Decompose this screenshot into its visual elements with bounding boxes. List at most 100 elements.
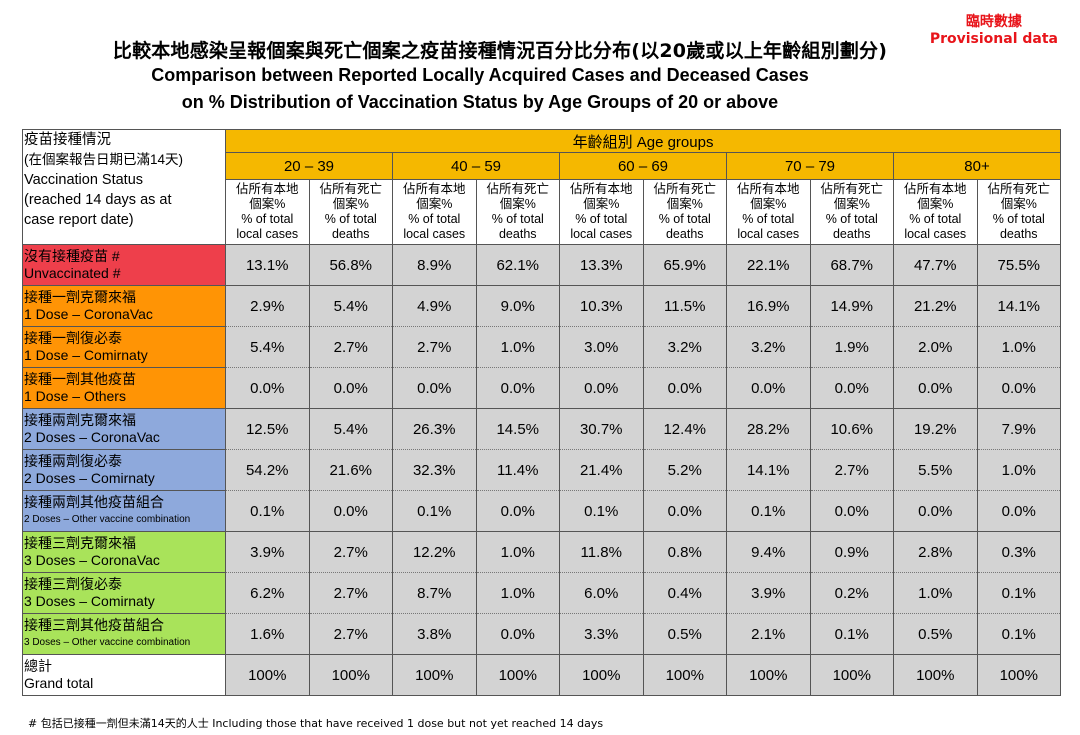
value-cell: 9.0% — [475, 285, 560, 327]
subheader-local-cases: 佔所有本地 個案%% of total local cases — [893, 179, 978, 245]
title-chinese: 比較本地感染呈報個案與死亡個案之疫苗接種情況百分比分布(以20歲或以上年齡組別劃… — [112, 40, 888, 62]
subheader-local-cases: 佔所有本地 個案%% of total local cases — [726, 179, 811, 245]
value-cell: 11.8% — [559, 531, 644, 573]
value-cell: 0.1% — [559, 490, 644, 532]
table-row: 接種三劑克爾來福 3 Doses – CoronaVac 3.9% 2.7% 12.2%… — [22, 531, 1062, 573]
value-cell: 75.5% — [976, 244, 1062, 286]
value-cell: 4.9% — [392, 285, 477, 327]
subheader-line: local cases — [570, 227, 633, 241]
subheader-line: 個案% — [583, 197, 620, 211]
value-cell: 5.4% — [308, 285, 393, 327]
value-cell: 62.1% — [475, 244, 560, 286]
row-label: 接種兩劑其他疫苗組合 2 Doses – Other vaccine combin… — [22, 490, 226, 532]
value-cell: 0.1% — [809, 613, 894, 655]
value-cell: 5.4% — [308, 408, 393, 450]
subheader-line: % of total — [825, 212, 878, 226]
row-label-en: 1 Dose – Comirnaty — [24, 347, 148, 363]
subheader-line: % of total — [241, 212, 294, 226]
value-cell: 22.1% — [726, 244, 811, 286]
value-cell: 0.0% — [893, 367, 978, 409]
age-group-header: 70 – 79 — [726, 152, 894, 180]
age-group-header: 80+ — [892, 152, 1062, 180]
row-label-zh: 接種兩劑克爾來福 — [24, 412, 136, 428]
age-group-header: 20 – 39 — [225, 152, 393, 180]
value-cell: 0.0% — [559, 367, 644, 409]
value-cell: 2.0% — [893, 326, 978, 368]
subheader-line: 佔所有死亡 — [486, 182, 549, 196]
row-label-en: 2 Doses – Other vaccine combination — [24, 514, 191, 525]
subheader-line: % of total — [491, 212, 544, 226]
title-english-line1: Comparison between Reported Locally Acqu… — [151, 65, 809, 85]
subheader-line: 佔所有死亡 — [820, 182, 883, 196]
row-label-zh: 接種兩劑其他疫苗組合 — [24, 494, 164, 510]
value-cell: 0.5% — [642, 613, 727, 655]
row-label: 接種一劑克爾來福 1 Dose – CoronaVac — [22, 285, 226, 327]
value-cell: 7.9% — [976, 408, 1062, 450]
value-cell: 0.0% — [726, 367, 811, 409]
value-cell: 1.0% — [893, 572, 978, 614]
value-cell: 2.7% — [308, 531, 393, 573]
value-cell: 9.4% — [726, 531, 811, 573]
value-cell: 0.0% — [976, 367, 1062, 409]
row-label-zh: 沒有接種疫苗 # — [24, 248, 120, 264]
table-row: 接種兩劑克爾來福 2 Doses – CoronaVac 12.5% 5.4% 26.3… — [22, 408, 1062, 450]
value-cell: 5.5% — [893, 449, 978, 491]
value-cell: 10.3% — [559, 285, 644, 327]
value-cell: 0.0% — [392, 367, 477, 409]
value-cell: 3.9% — [726, 572, 811, 614]
row-label-zh: 接種三劑克爾來福 — [24, 535, 136, 551]
row-label-en: 1 Dose – CoronaVac — [24, 306, 153, 322]
row-label: 總計 Grand total — [22, 654, 226, 696]
table-row: 接種一劑其他疫苗 1 Dose – Others 0.0% 0.0% 0.0% 0.0% 0… — [22, 367, 1062, 409]
subheader-line: 個案% — [1000, 197, 1037, 211]
title-english-line2: on % Distribution of Vaccination Status … — [181, 92, 779, 112]
value-cell: 0.9% — [809, 531, 894, 573]
value-cell: 0.3% — [976, 531, 1062, 573]
row-label-en: Unvaccinated # — [24, 265, 121, 281]
value-cell: 68.7% — [809, 244, 894, 286]
value-cell: 11.4% — [475, 449, 560, 491]
value-cell: 3.8% — [392, 613, 477, 655]
subheader-local-cases: 佔所有本地 個案%% of total local cases — [392, 179, 477, 245]
row-label: 接種兩劑復必泰 2 Doses – Comirnaty — [22, 449, 226, 491]
value-cell: 14.1% — [976, 285, 1062, 327]
value-cell: 0.1% — [976, 572, 1062, 614]
row-label-en: 2 Doses – Comirnaty — [24, 470, 155, 486]
subheader-line: 佔所有本地 — [903, 182, 967, 196]
subheader-line: deaths — [832, 227, 871, 241]
subheader-line: 佔所有本地 — [235, 182, 299, 196]
corner-en3: case report date) — [24, 212, 134, 228]
row-label: 接種三劑克爾來福 3 Doses – CoronaVac — [22, 531, 226, 573]
value-cell: 0.0% — [976, 490, 1062, 532]
subheader-line: % of total — [909, 212, 962, 226]
value-cell: 0.0% — [893, 490, 978, 532]
subheader-line: 個案% — [499, 197, 536, 211]
value-cell: 1.9% — [809, 326, 894, 368]
subheader-line: 個案% — [833, 197, 870, 211]
value-cell: 5.2% — [642, 449, 727, 491]
value-cell: 100% — [642, 654, 727, 696]
value-cell: 2.1% — [726, 613, 811, 655]
table-row: 接種兩劑其他疫苗組合 2 Doses – Other vaccine combin… — [22, 490, 1062, 532]
value-cell: 100% — [559, 654, 644, 696]
subheader-deaths: 佔所有死亡 個案%% of total deaths — [475, 179, 560, 245]
table-row: 沒有接種疫苗 # Unvaccinated #13.1% 56.8% 8.9% 62.1… — [22, 244, 1062, 286]
value-cell: 13.3% — [559, 244, 644, 286]
value-cell: 2.7% — [308, 572, 393, 614]
value-cell: 8.9% — [392, 244, 477, 286]
value-cell: 0.0% — [809, 490, 894, 532]
value-cell: 14.9% — [809, 285, 894, 327]
value-cell: 28.2% — [726, 408, 811, 450]
subheader-line: 個案% — [666, 197, 703, 211]
value-cell: 100% — [392, 654, 477, 696]
value-cell: 0.0% — [308, 367, 393, 409]
value-cell: 3.2% — [642, 326, 727, 368]
provisional-zh: 臨時數據 — [965, 14, 1022, 30]
value-cell: 3.0% — [559, 326, 644, 368]
value-cell: 0.4% — [642, 572, 727, 614]
value-cell: 2.7% — [308, 326, 393, 368]
row-label-en: 1 Dose – Others — [24, 388, 126, 404]
value-cell: 11.5% — [642, 285, 727, 327]
subheader-line: local cases — [904, 227, 967, 241]
table-row: 接種兩劑復必泰 2 Doses – Comirnaty 54.2% 21.6% 32.3… — [22, 449, 1062, 491]
